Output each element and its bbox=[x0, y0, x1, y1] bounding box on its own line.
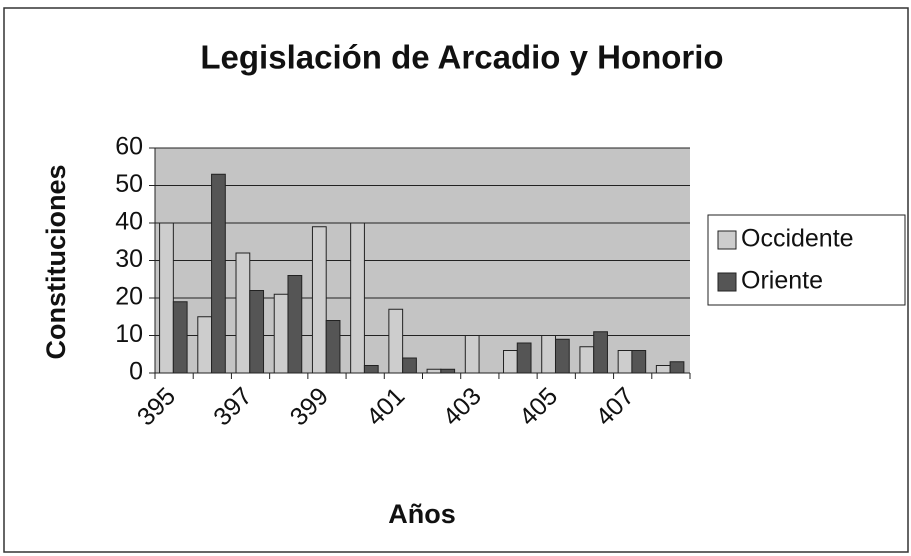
bar bbox=[541, 335, 556, 374]
y-tick-label: 50 bbox=[115, 170, 143, 198]
chart-title: Legislación de Arcadio y Honorio bbox=[200, 39, 723, 76]
bar bbox=[464, 335, 480, 374]
bar bbox=[440, 368, 456, 374]
bar bbox=[631, 350, 647, 374]
legend-swatch bbox=[717, 272, 737, 292]
y-tick-label: 60 bbox=[115, 133, 143, 161]
bar bbox=[655, 365, 671, 374]
bar bbox=[172, 301, 188, 374]
bar bbox=[516, 342, 532, 374]
bar bbox=[554, 338, 570, 374]
bar bbox=[350, 222, 365, 374]
bar bbox=[617, 350, 633, 374]
bar bbox=[197, 316, 213, 374]
y-tick-label: 40 bbox=[115, 208, 143, 236]
bar bbox=[249, 290, 265, 374]
bar bbox=[273, 293, 289, 374]
bar bbox=[593, 331, 608, 374]
y-axis-label: Constituciones bbox=[41, 164, 71, 359]
legend-label: Occidente bbox=[741, 225, 854, 253]
x-axis-label: Años bbox=[388, 499, 456, 529]
legend-swatch bbox=[717, 230, 737, 250]
legend-box bbox=[707, 214, 906, 306]
bar bbox=[503, 350, 518, 374]
y-tick-label: 0 bbox=[129, 358, 143, 386]
bar bbox=[402, 357, 417, 374]
bar bbox=[235, 252, 251, 374]
bar bbox=[363, 365, 379, 374]
bar bbox=[325, 320, 341, 374]
bar bbox=[426, 368, 442, 374]
bar bbox=[287, 275, 303, 374]
y-tick-label: 30 bbox=[115, 245, 143, 273]
bar bbox=[211, 173, 226, 374]
bar bbox=[669, 361, 685, 374]
bar bbox=[159, 222, 174, 374]
y-tick-label: 20 bbox=[115, 283, 143, 311]
y-tick-label: 10 bbox=[115, 320, 143, 348]
bar bbox=[579, 346, 595, 374]
bar bbox=[311, 226, 327, 374]
bar bbox=[388, 308, 404, 374]
legend-label: Oriente bbox=[741, 267, 823, 295]
